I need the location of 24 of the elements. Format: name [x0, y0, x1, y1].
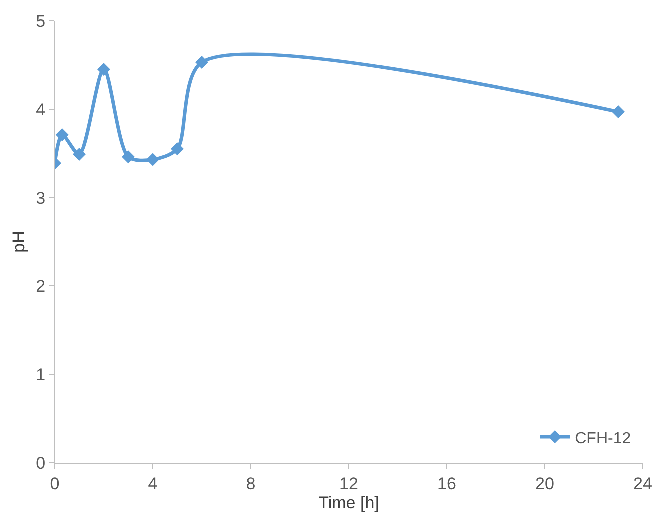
y-tick-label: 4 — [36, 100, 46, 120]
y-tick-label: 5 — [36, 12, 46, 31]
x-tick-label: 16 — [438, 474, 456, 494]
point — [98, 63, 110, 76]
point — [56, 128, 69, 142]
x-axis-title: Time [h] — [318, 493, 380, 512]
x-tick-label: 8 — [246, 474, 256, 494]
y-tick-label: 3 — [36, 188, 46, 208]
point — [73, 148, 86, 161]
y-tick-label: 2 — [36, 277, 46, 296]
point — [171, 142, 184, 156]
point — [612, 106, 625, 119]
x-tick-label: 12 — [340, 474, 358, 494]
point — [122, 150, 135, 164]
point — [196, 56, 208, 70]
y-axis-title: pH — [10, 231, 29, 253]
y-tick-label: 0 — [36, 454, 46, 473]
x-tick-label: 20 — [536, 474, 554, 494]
x-tick-label: 4 — [148, 474, 158, 494]
point — [146, 153, 160, 166]
y-tick-label: 1 — [36, 366, 46, 385]
x-tick-label: 24 — [634, 474, 652, 494]
x-tick-label: 0 — [50, 474, 60, 494]
legend-label: CFH-12 — [575, 430, 632, 448]
